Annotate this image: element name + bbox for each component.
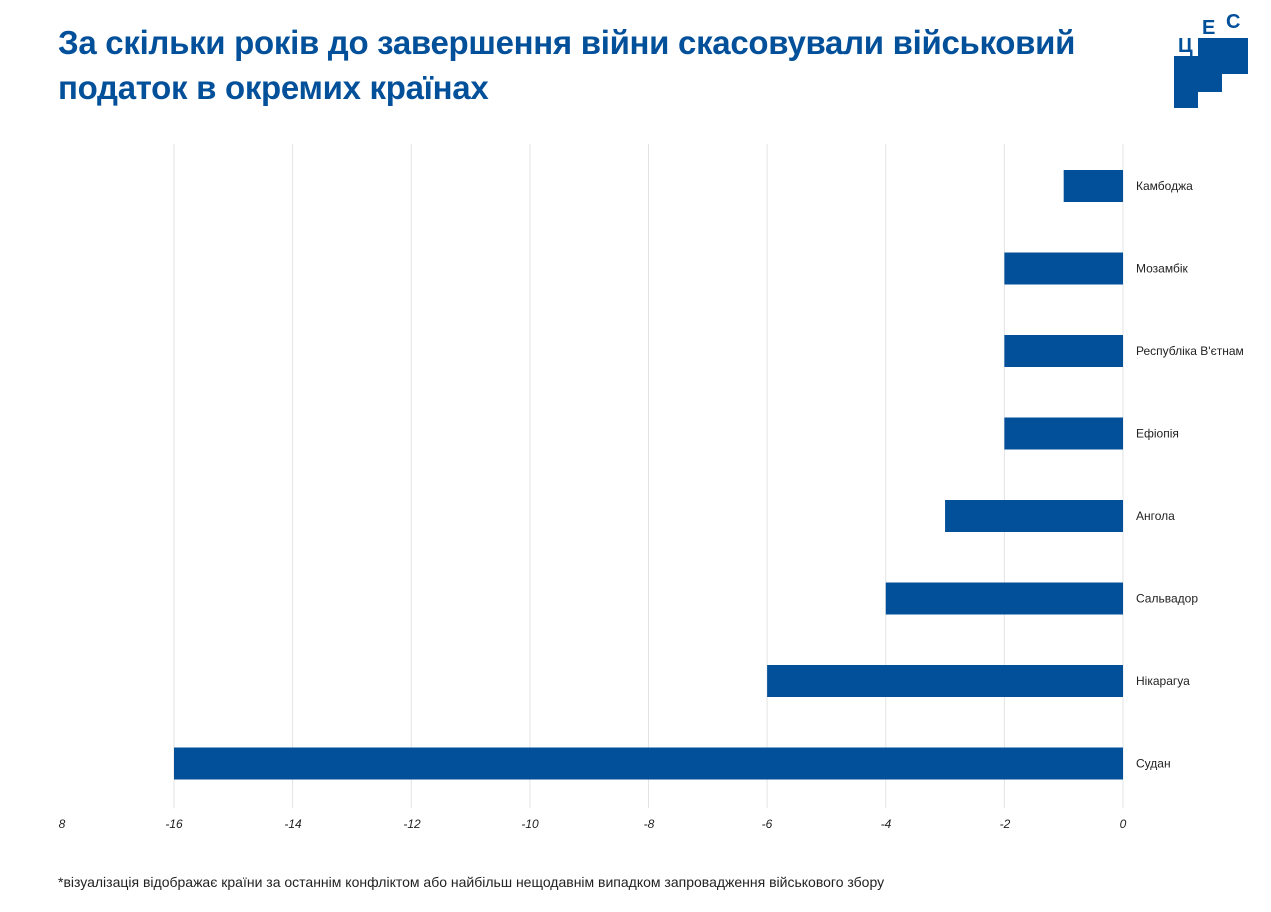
x-tick-label: -6 — [762, 817, 773, 831]
x-tick-label: -2 — [1000, 817, 1011, 831]
category-label: Ангола — [1136, 509, 1175, 523]
bar — [885, 582, 1123, 615]
x-tick-label: -12 — [403, 817, 421, 831]
bar — [174, 747, 1123, 780]
x-tick-label: 8 — [59, 817, 66, 831]
category-label: Ефіопія — [1136, 427, 1179, 441]
chart-grid — [173, 144, 1124, 808]
chart-x-ticks: 8 -16 -14 -12 -10 -8 -6 -4 -2 0 — [59, 817, 1127, 831]
x-tick-label: -10 — [521, 817, 539, 831]
logo-letter: Е — [1202, 17, 1215, 39]
chart-category-labels: Камбоджа Мозамбік Республіка В'єтнам Ефіопі… — [1136, 179, 1244, 771]
bar — [1063, 170, 1123, 202]
bar — [945, 500, 1123, 532]
footnote: *візуалізація відображає країни за остан… — [58, 874, 885, 890]
ces-logo-icon: ЦЕ С — [1174, 12, 1248, 108]
x-tick-label: 0 — [1120, 817, 1127, 831]
bar — [1004, 252, 1123, 285]
x-tick-label: -4 — [881, 817, 892, 831]
category-label: Камбоджа — [1136, 179, 1193, 193]
logo-block — [1174, 56, 1198, 108]
category-label: Мозамбік — [1136, 262, 1189, 276]
logo-letter: Ц — [1178, 35, 1193, 57]
page-title: За скільки років до завершення війни ска… — [58, 24, 1076, 106]
logo-block — [1198, 38, 1222, 92]
x-tick-label: -14 — [284, 817, 302, 831]
logo-block — [1222, 38, 1248, 74]
category-label: Нікарагуа — [1136, 674, 1190, 688]
x-tick-label: -8 — [644, 817, 655, 831]
x-tick-label: -16 — [165, 817, 183, 831]
chart-bars — [174, 170, 1123, 780]
category-label: Судан — [1136, 757, 1171, 771]
category-label: Республіка В'єтнам — [1136, 344, 1244, 358]
category-label: Сальвадор — [1136, 592, 1198, 606]
bar — [1004, 335, 1123, 367]
bar — [1004, 417, 1123, 450]
bar — [767, 665, 1123, 697]
logo-letter: С — [1226, 12, 1240, 33]
